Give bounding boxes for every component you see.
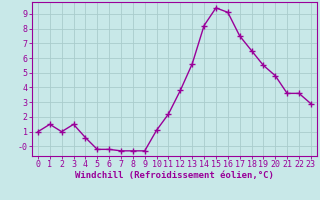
X-axis label: Windchill (Refroidissement éolien,°C): Windchill (Refroidissement éolien,°C) xyxy=(75,171,274,180)
